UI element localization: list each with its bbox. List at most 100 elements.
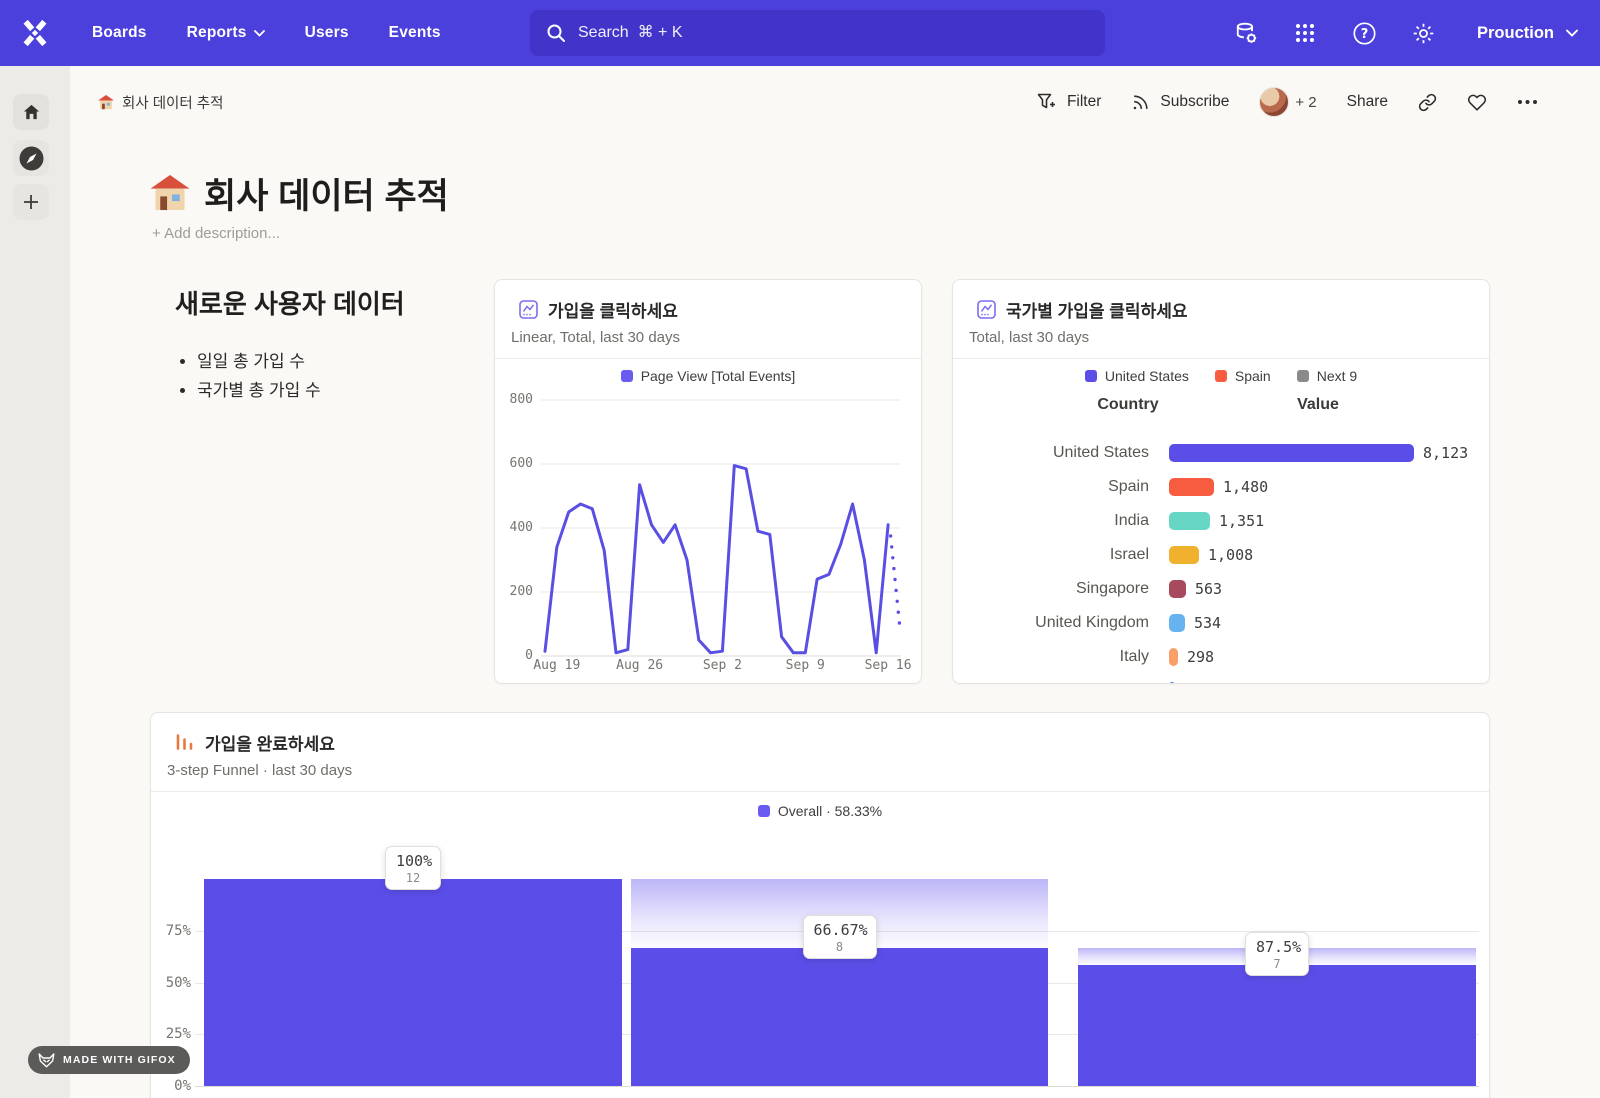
forecast-dot <box>893 577 897 582</box>
legend-item[interactable]: Page View [Total Events] <box>620 368 795 384</box>
grid-line <box>195 1086 1479 1087</box>
legend-item[interactable]: Overall · 58.33% <box>757 803 882 819</box>
page-title[interactable]: 회사 데이터 추적 <box>150 168 449 219</box>
list-item: 일일 총 가입 수 <box>197 347 475 376</box>
funnel-card[interactable]: 가입을 완료하세요 3-step Funnel · last 30 days O… <box>150 712 1490 1098</box>
funnel-bar[interactable] <box>1078 713 1476 1086</box>
help-icon[interactable]: ? <box>1351 20 1377 46</box>
country-value: 534 <box>1194 614 1222 632</box>
ellipsis-icon <box>1518 100 1537 104</box>
country-bar[interactable] <box>1169 512 1210 530</box>
card-title: 가입을 완료하세요 <box>205 735 335 754</box>
line-chart-icon <box>519 300 538 319</box>
nav-item-boards[interactable]: Boards <box>92 24 147 41</box>
legend-item[interactable]: United States <box>1084 368 1189 384</box>
nav-item-events[interactable]: Events <box>388 24 441 41</box>
y-tick-label: 50% <box>165 975 191 991</box>
mixpanel-logo-icon[interactable] <box>18 16 52 50</box>
filter-button[interactable]: Filter <box>1037 93 1101 111</box>
favorite-button[interactable] <box>1467 93 1487 112</box>
bar-fill <box>204 879 622 1086</box>
list-item: 국가별 총 가입 수 <box>197 376 475 405</box>
country-row[interactable]: United States 8,123 <box>953 436 1473 470</box>
country-bar[interactable] <box>1169 478 1214 496</box>
apps-grid-icon[interactable] <box>1292 20 1318 46</box>
subscribe-button[interactable]: Subscribe <box>1131 93 1229 112</box>
tooltip-percent: 66.67% <box>813 920 868 939</box>
board-toolbar: 회사 데이터 추적 Filter Subscribe + 2 Share <box>70 66 1600 138</box>
heart-icon <box>1467 94 1487 111</box>
country-label: Italy <box>1119 648 1149 665</box>
text-card[interactable]: 새로운 사용자 데이터 일일 총 가입 수 국가별 총 가입 수 <box>175 284 475 405</box>
x-tick-label: Sep 16 <box>864 658 912 673</box>
country-value: 1,351 <box>1219 512 1265 530</box>
line-chart[interactable] <box>539 382 909 664</box>
country-bar[interactable] <box>1169 648 1178 666</box>
country-label: United Kingdom <box>1035 614 1149 631</box>
nav-item-users[interactable]: Users <box>304 24 349 41</box>
legend-swatch <box>1084 370 1097 382</box>
country-row[interactable]: Spain 1,480 <box>953 470 1473 504</box>
copy-link-button[interactable] <box>1418 93 1437 112</box>
tooltip-count: 12 <box>405 871 421 885</box>
breadcrumb[interactable]: 회사 데이터 추적 <box>98 92 223 113</box>
forecast-dot <box>895 599 899 603</box>
y-tick-label: 0 <box>525 648 533 663</box>
country-label: United States <box>1052 444 1149 461</box>
funnel-bar[interactable] <box>204 713 622 1086</box>
country-bar[interactable] <box>1169 614 1185 632</box>
series-line[interactable] <box>543 464 890 655</box>
card-title: 가입을 클릭하세요 <box>548 302 678 321</box>
y-tick-label: 0% <box>174 1078 191 1094</box>
home-icon <box>23 104 39 119</box>
home-button[interactable] <box>13 94 49 130</box>
nav-item-reports[interactable]: Reports <box>187 24 265 42</box>
avatar <box>1259 87 1290 117</box>
country-row[interactable]: Singapore 563 <box>953 572 1473 606</box>
bullet-list: 일일 총 가입 수 국가별 총 가입 수 <box>197 347 475 405</box>
legend-item[interactable]: Next 9 <box>1296 368 1357 384</box>
legend-item[interactable]: Spain <box>1214 368 1271 384</box>
country-row[interactable]: Israel 1,008 <box>953 538 1473 572</box>
country-value: 563 <box>1195 580 1223 598</box>
funnel-bar[interactable] <box>631 713 1048 1086</box>
discover-button[interactable] <box>13 140 49 176</box>
search-bar[interactable] <box>530 10 1105 56</box>
card-subtitle: Linear, Total, last 30 days <box>511 329 680 346</box>
country-row[interactable]: Italy 298 <box>953 640 1473 674</box>
divider <box>953 358 1489 359</box>
chart-legend: Overall · 58.33% <box>151 803 1489 819</box>
collaborators[interactable]: + 2 <box>1259 87 1317 117</box>
country-bar[interactable] <box>1169 682 1175 683</box>
create-button[interactable] <box>13 184 49 220</box>
add-description-button[interactable]: + Add description... <box>152 225 280 242</box>
data-management-icon[interactable] <box>1233 20 1259 46</box>
y-tick-label: 400 <box>509 520 533 535</box>
country-row[interactable]: United Kingdom 534 <box>953 606 1473 640</box>
share-button[interactable]: Share <box>1346 93 1388 110</box>
country-row[interactable]: India 1,351 <box>953 504 1473 538</box>
line-chart-card[interactable]: 가입을 클릭하세요 Linear, Total, last 30 days Pa… <box>494 279 922 684</box>
country-label: Israel <box>1109 546 1149 563</box>
forecast-dot <box>894 588 898 593</box>
country-bar[interactable] <box>1169 580 1186 598</box>
legend-swatch <box>620 370 633 382</box>
tooltip-percent: 87.5% <box>1256 938 1302 957</box>
funnel-tooltip: 87.5% 7 <box>1245 932 1309 977</box>
country-bar-card[interactable]: 국가별 가입을 클릭하세요 Total, last 30 days United… <box>952 279 1490 684</box>
country-row-clipped[interactable] <box>953 674 1473 683</box>
column-header-value: Value <box>1297 396 1339 413</box>
country-bar[interactable] <box>1169 444 1414 462</box>
bar-fill <box>1078 965 1476 1086</box>
forecast-dot <box>888 534 893 538</box>
more-options-button[interactable] <box>1517 99 1538 105</box>
search-input[interactable] <box>578 24 1058 42</box>
tooltip-count: 7 <box>1273 957 1281 972</box>
x-tick-label: Sep 9 <box>785 658 825 673</box>
project-switcher[interactable]: Prouction <box>1477 24 1578 43</box>
divider <box>495 358 921 359</box>
settings-gear-icon[interactable] <box>1410 20 1436 46</box>
forecast-dot <box>896 610 900 614</box>
legend-swatch <box>1296 370 1309 382</box>
country-bar[interactable] <box>1169 546 1199 564</box>
